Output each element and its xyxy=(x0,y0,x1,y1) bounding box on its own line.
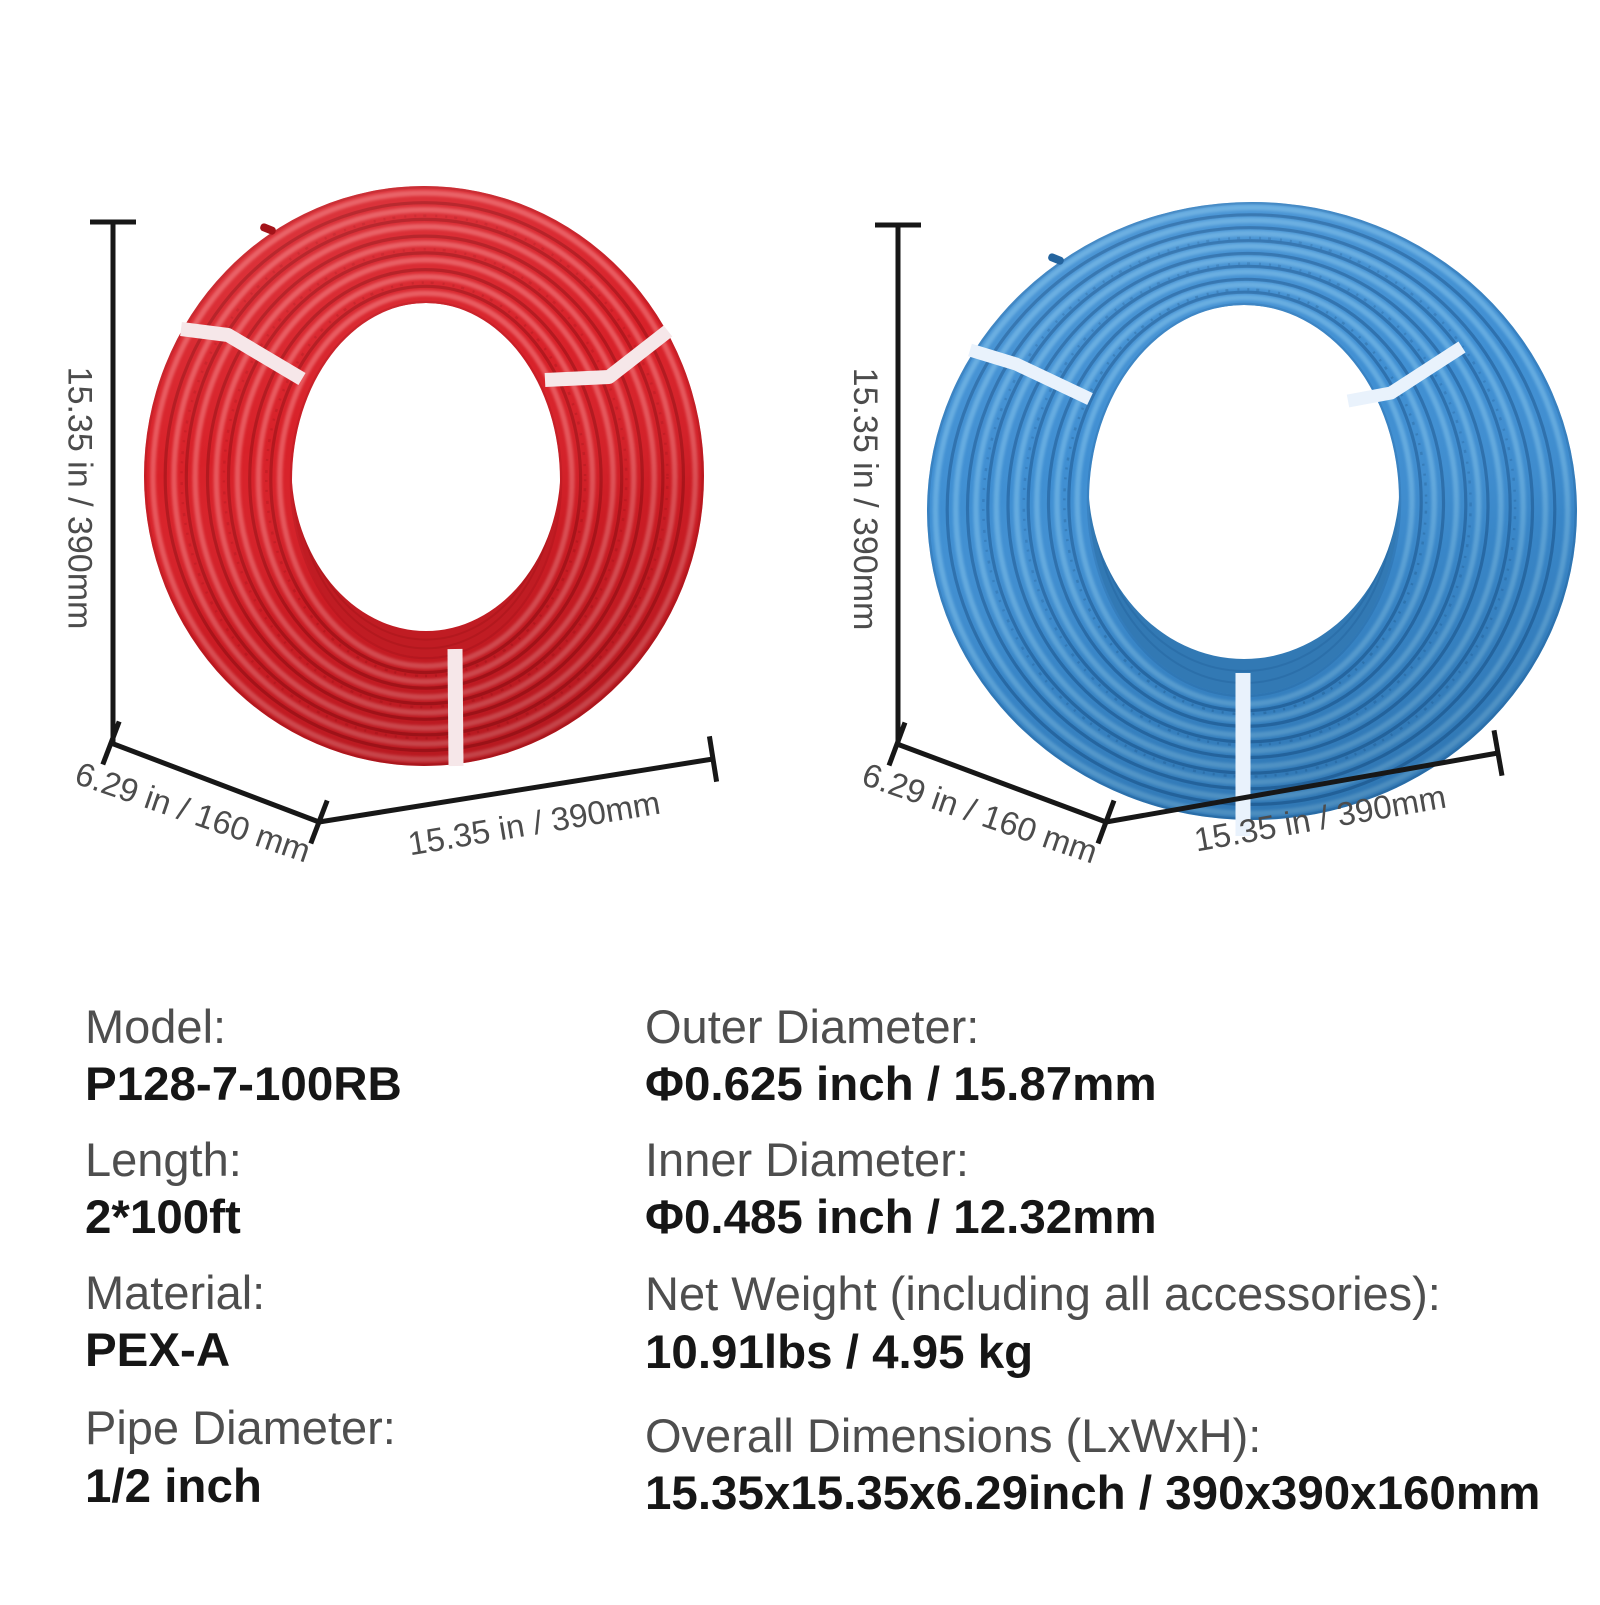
svg-text:Length:: Length: xyxy=(85,1133,242,1186)
svg-text:Φ0.625 inch / 15.87mm: Φ0.625 inch / 15.87mm xyxy=(645,1058,1157,1111)
svg-text:15.35 in / 390mm: 15.35 in / 390mm xyxy=(61,367,99,630)
svg-text:10.91lbs / 4.95 kg: 10.91lbs / 4.95 kg xyxy=(645,1326,1033,1379)
svg-text:Net Weight (including all acce: Net Weight (including all accessories): xyxy=(645,1267,1441,1320)
svg-text:Outer Diameter:: Outer Diameter: xyxy=(645,1000,979,1053)
svg-text:Φ0.485 inch / 12.32mm: Φ0.485 inch / 12.32mm xyxy=(645,1191,1157,1244)
svg-text:PEX-A: PEX-A xyxy=(85,1324,230,1377)
svg-text:2*100ft: 2*100ft xyxy=(85,1191,241,1244)
svg-text:15.35x15.35x6.29inch / 390x390: 15.35x15.35x6.29inch / 390x390x160mm xyxy=(645,1467,1540,1520)
svg-text:Material:: Material: xyxy=(85,1266,265,1319)
svg-text:P128-7-100RB: P128-7-100RB xyxy=(85,1058,402,1111)
svg-text:Model:: Model: xyxy=(85,1000,226,1053)
svg-text:Overall Dimensions (LxWxH):: Overall Dimensions (LxWxH): xyxy=(645,1409,1261,1462)
svg-text:Pipe Diameter:: Pipe Diameter: xyxy=(85,1401,396,1454)
svg-text:Inner Diameter:: Inner Diameter: xyxy=(645,1133,969,1186)
svg-text:1/2 inch: 1/2 inch xyxy=(85,1460,262,1513)
svg-text:15.35 in / 390mm: 15.35 in / 390mm xyxy=(846,368,884,631)
